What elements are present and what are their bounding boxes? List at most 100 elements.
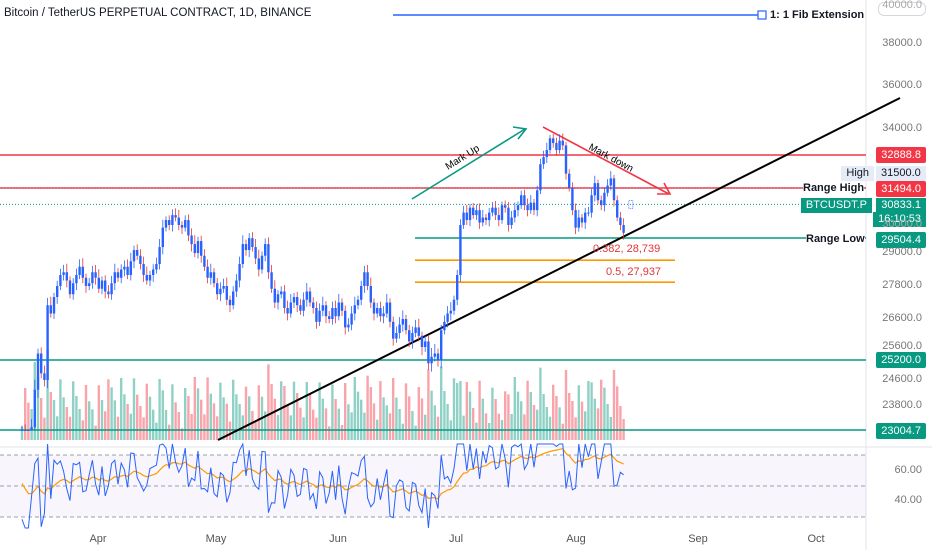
candle-body — [532, 202, 536, 211]
candle-body — [251, 238, 254, 248]
volume-bar — [251, 411, 254, 440]
candle-body — [356, 299, 360, 306]
volume-bar — [568, 393, 571, 440]
volume-bar — [337, 408, 340, 440]
pane-controls[interactable] — [878, 2, 926, 16]
candle-body — [280, 291, 283, 295]
candle-body — [344, 310, 347, 328]
volume-bar — [603, 387, 606, 440]
candle-body — [27, 430, 30, 431]
volume-bar — [443, 391, 446, 440]
current-candle-marker — [628, 199, 634, 209]
fib-extension-handle — [757, 10, 767, 20]
volume-bar — [72, 381, 75, 440]
volume-bar — [43, 417, 46, 440]
volume-bar — [94, 425, 97, 440]
candle-body — [123, 266, 126, 270]
volume-bar — [366, 375, 369, 440]
volume-bar — [193, 377, 196, 440]
candle-body — [616, 200, 619, 218]
candle-body — [404, 319, 408, 331]
volume-bar — [116, 416, 120, 440]
candle-body — [270, 272, 273, 289]
volume-bar — [110, 387, 113, 440]
candle-body — [398, 324, 401, 333]
volume-bar — [475, 422, 478, 440]
volume-bar — [468, 391, 472, 440]
volume-bar — [536, 409, 539, 440]
volume-bar — [315, 417, 318, 440]
candle-body — [145, 275, 148, 281]
volume-bar — [209, 393, 212, 440]
fib-05-label: 0.5, 27,937 — [606, 266, 662, 278]
y-tick-24600: 24600.0 — [882, 373, 922, 385]
volume-bar — [232, 379, 235, 440]
candle-body — [376, 308, 379, 314]
candle-body — [446, 313, 449, 322]
rsi-tick-60: 60.00 — [894, 464, 922, 476]
volume-bar — [100, 400, 104, 440]
candle-body — [267, 244, 270, 273]
candle-body — [30, 427, 33, 430]
mark-down-arrow — [542, 126, 670, 195]
volume-bar — [523, 414, 526, 440]
volume-bar — [558, 407, 561, 440]
volume-bar — [264, 411, 267, 440]
volume-bar — [564, 370, 568, 440]
volume-bar — [148, 396, 152, 440]
volume-bar — [120, 378, 123, 440]
candle-body — [612, 178, 616, 201]
volume-bar — [472, 408, 475, 440]
volume-bar — [606, 404, 609, 440]
volume-bar — [235, 394, 238, 440]
volume-bar — [478, 380, 481, 440]
candle-body — [193, 244, 196, 253]
candle-body — [494, 207, 497, 216]
candle-body — [302, 299, 305, 311]
candle-body — [516, 205, 520, 211]
candle-body — [561, 140, 564, 146]
volume-bar — [286, 405, 289, 440]
x-tick-oct: Oct — [807, 533, 825, 545]
volume-bar — [334, 399, 337, 440]
level-tag-25200: 25200.0 — [876, 352, 926, 368]
candle-body — [139, 255, 142, 264]
volume-bar — [59, 379, 62, 440]
candle-body — [334, 308, 337, 317]
candle-body — [520, 195, 523, 206]
volume-bar — [180, 428, 184, 440]
volume-bar — [49, 392, 52, 440]
volume-bar — [289, 415, 292, 440]
volume-bar — [20, 426, 24, 440]
candle-body — [372, 302, 376, 314]
volume-bar — [552, 384, 555, 440]
candle-body — [20, 430, 24, 431]
volume-bar — [379, 381, 382, 440]
candle-body — [337, 302, 340, 317]
volume-bar — [484, 413, 488, 440]
candle-body — [312, 302, 315, 308]
volume-bar — [369, 387, 372, 440]
x-tick-jun: Jun — [329, 533, 347, 545]
candle-body — [225, 286, 228, 300]
chart-title: Bitcoin / TetherUS PERPETUAL CONTRACT, 1… — [4, 7, 312, 19]
candle-body — [94, 272, 97, 278]
candle-body — [33, 389, 36, 428]
candle-body — [568, 173, 571, 188]
candle-body — [353, 305, 356, 314]
volume-bar — [539, 367, 542, 440]
candle-body — [603, 192, 606, 206]
volume-bar — [520, 401, 523, 440]
candle-body — [161, 227, 164, 248]
candle-body — [315, 308, 318, 322]
candle-body — [264, 244, 267, 256]
candle-body — [523, 195, 526, 206]
candle-body — [283, 291, 286, 308]
candle-body — [392, 321, 395, 339]
mark-down-label: Mark down — [587, 142, 635, 175]
candle-body — [385, 302, 388, 314]
volume-bar — [424, 414, 427, 440]
volume-bar — [526, 380, 529, 440]
volume-bar — [516, 391, 520, 440]
